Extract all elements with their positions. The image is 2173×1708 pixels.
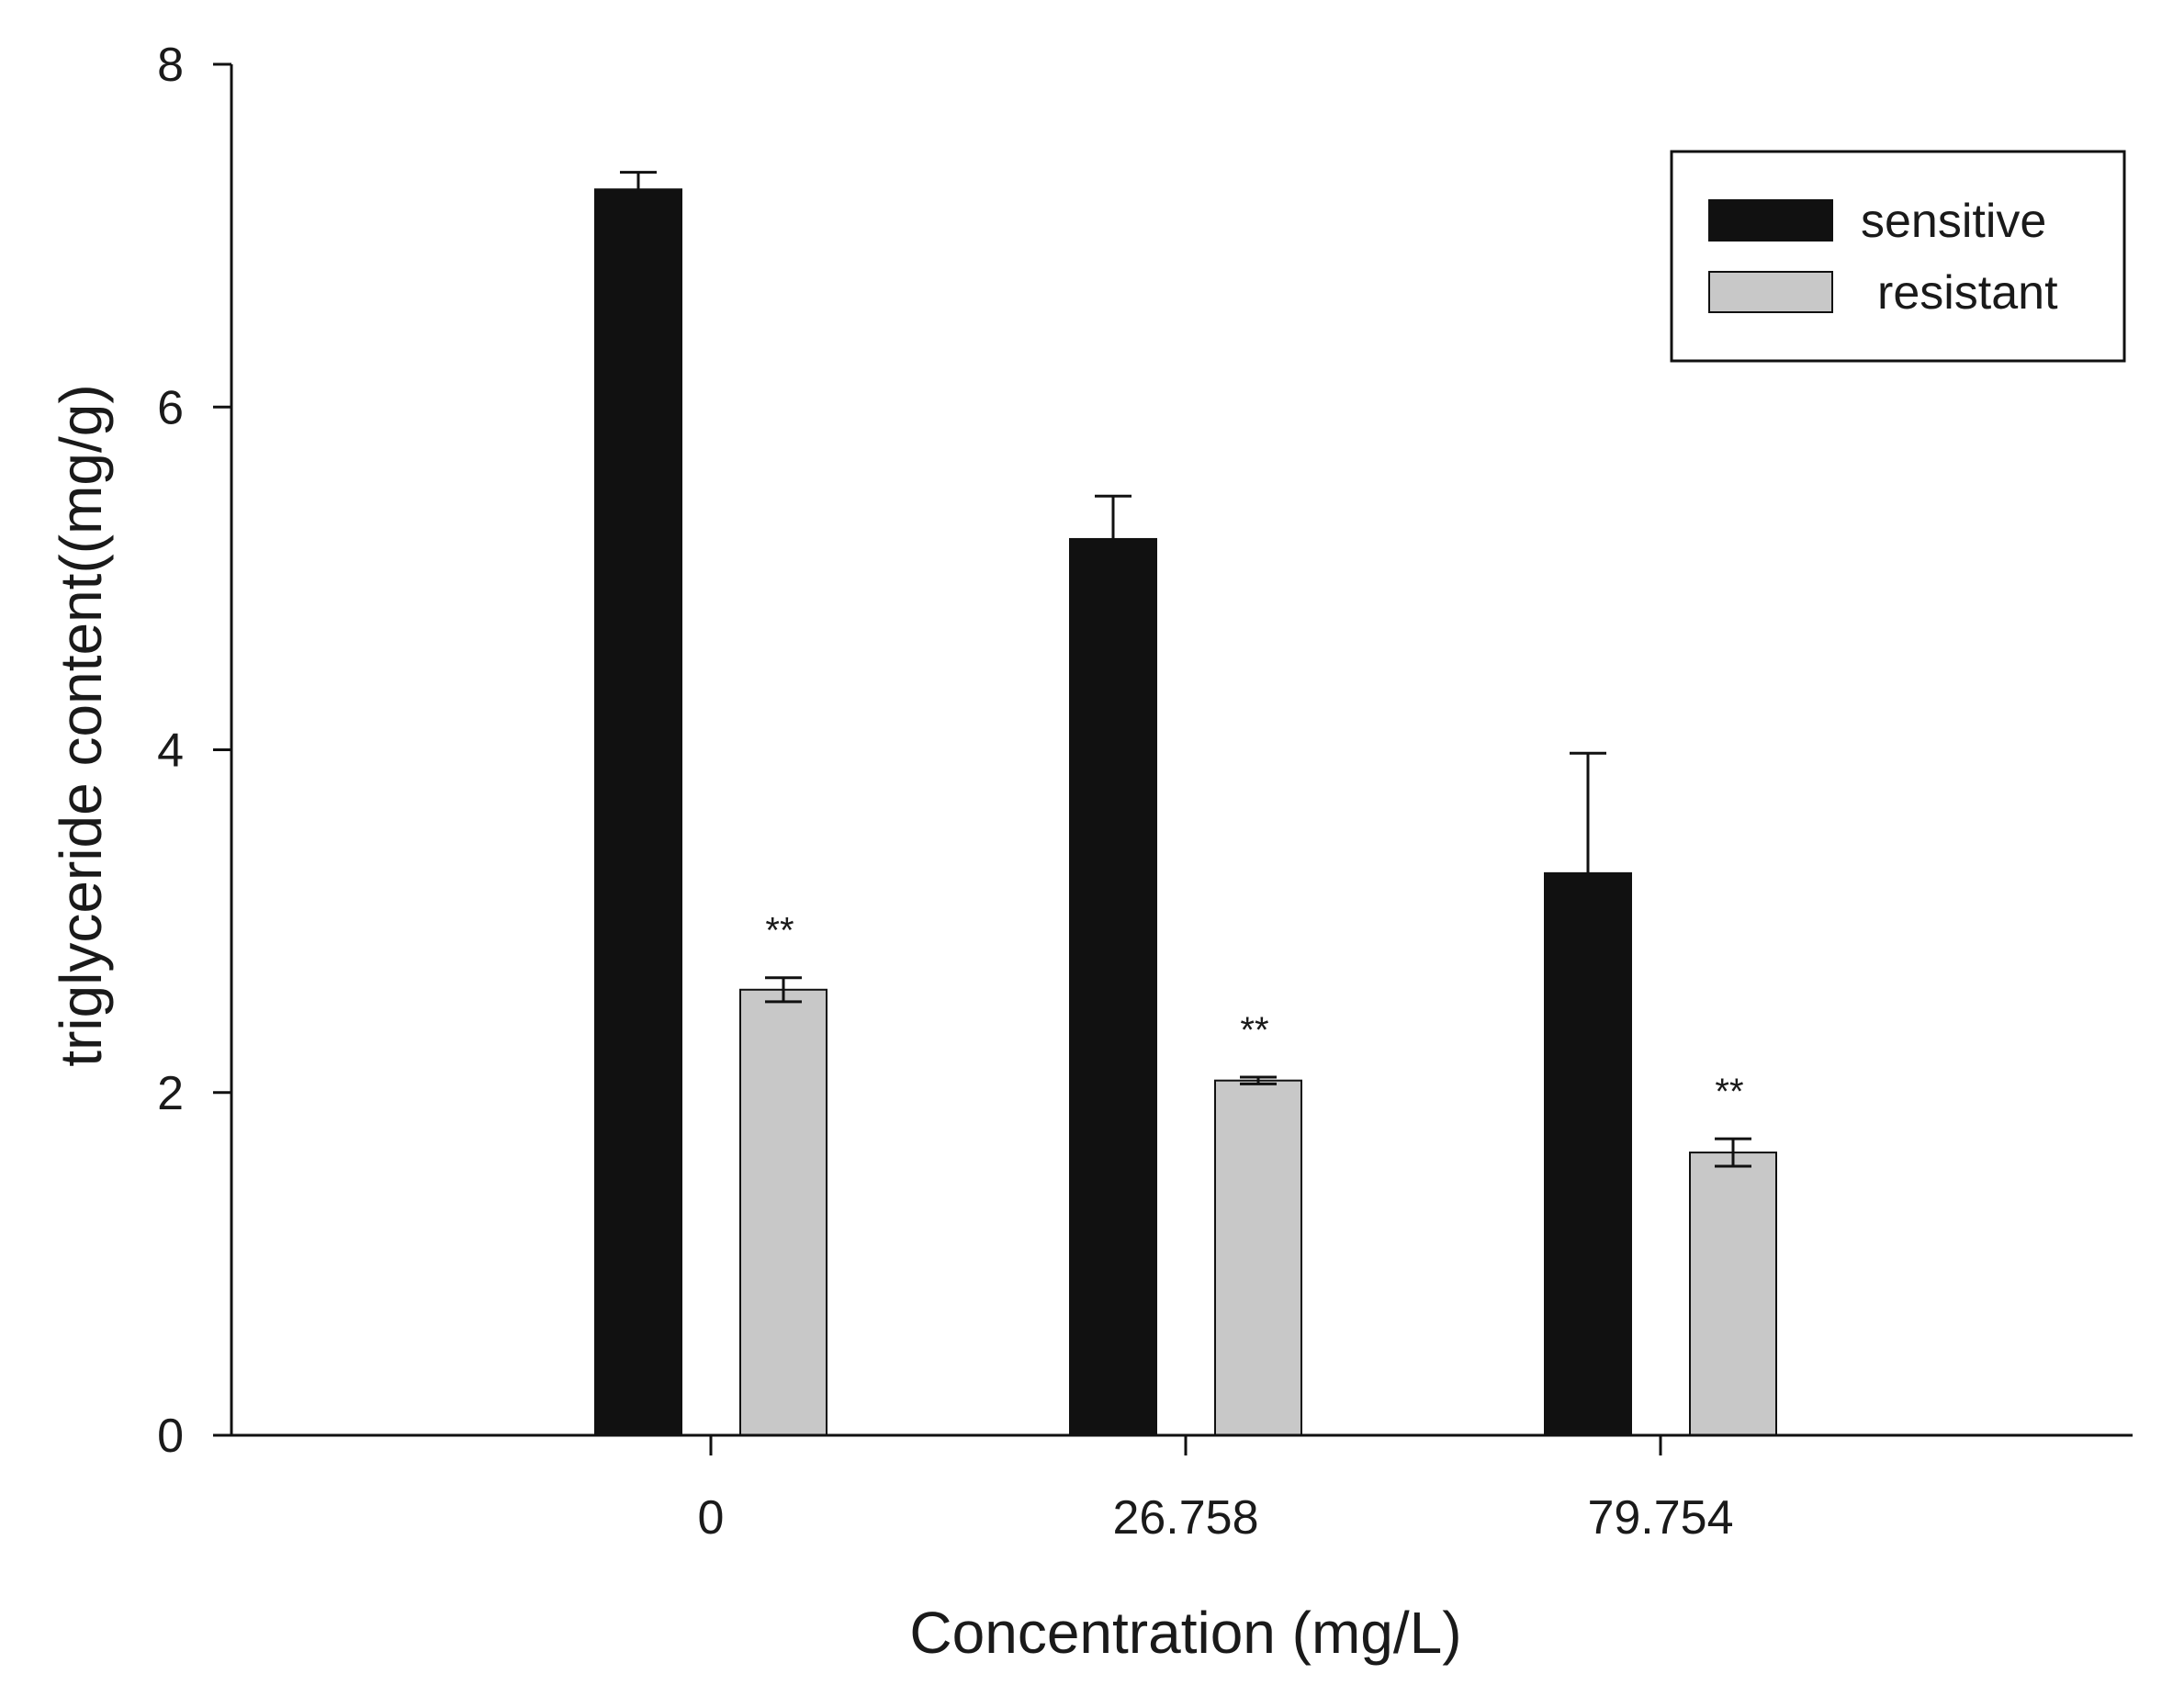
axes-layer — [213, 62, 2133, 1455]
x-axis-title: Concentration (mg/L) — [909, 1600, 1461, 1666]
legend: sensitive resistant — [1670, 150, 2126, 363]
x-tick-label-0: 0 — [698, 1491, 725, 1545]
bar-sensitive-1 — [1069, 537, 1157, 1436]
x-tick-label-1: 26.758 — [1112, 1491, 1258, 1545]
bar-resistant-0 — [739, 988, 828, 1437]
legend-label-resistant: resistant — [1877, 266, 2058, 320]
y-axis-title: triglyceride content((mg/g) — [48, 384, 114, 1066]
legend-swatch-resistant — [1708, 271, 1833, 313]
y-tick-label-4: 8 — [157, 39, 184, 92]
bar-resistant-2 — [1689, 1152, 1777, 1436]
y-tick-label-0: 0 — [157, 1410, 184, 1463]
bar-sensitive-0 — [594, 188, 682, 1437]
y-tick-label-2: 4 — [157, 725, 184, 778]
bar-resistant-1 — [1214, 1079, 1302, 1437]
legend-label-sensitive: sensitive — [1861, 195, 2046, 248]
labels-layer: ** ** ** 0 2 4 6 8 0 26.758 79.754 Concentration (m… — [48, 39, 1744, 1666]
x-tick-label-2: 79.754 — [1587, 1491, 1733, 1545]
bar-sensitive-2 — [1544, 871, 1632, 1436]
significance-label-2: ** — [1715, 1072, 1743, 1112]
y-tick-label-1: 2 — [157, 1067, 184, 1120]
legend-swatch-sensitive — [1708, 199, 1833, 242]
y-tick-label-3: 6 — [157, 381, 184, 434]
significance-label-0: ** — [765, 911, 794, 951]
significance-label-1: ** — [1240, 1010, 1268, 1051]
bars-layer — [594, 171, 1777, 1437]
legend-box — [1670, 150, 2126, 363]
